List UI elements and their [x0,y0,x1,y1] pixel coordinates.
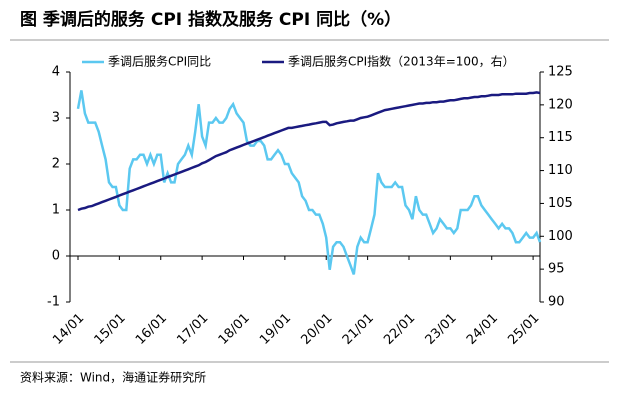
y2-tick-label: 100 [548,229,573,244]
legend-label: 季调后服务CPI同比 [108,54,211,69]
y-tick-label: 2 [52,157,60,172]
y2-tick-label: 90 [548,295,565,310]
y2-tick-label: 120 [548,97,573,112]
x-tick-label: 15/01 [92,311,129,348]
x-tick-label: 21/01 [340,311,377,348]
chart-title: 图 季调后的服务 CPI 指数及服务 CPI 同比（%） [20,9,401,30]
y-tick-label: 4 [52,65,60,80]
y2-tick-label: 105 [548,196,573,211]
x-tick-label: 22/01 [381,311,418,348]
y-tick-label: 1 [52,203,60,218]
y2-tick-label: 95 [548,262,565,277]
x-tick-label: 24/01 [464,311,501,348]
legend-label: 季调后服务CPI指数（2013年=100，右） [288,54,515,69]
x-tick-label: 17/01 [174,311,211,348]
x-tick-label: 16/01 [133,311,170,348]
series-line [76,90,542,275]
x-tick-label: 25/01 [505,311,542,348]
x-tick-label: 18/01 [216,311,253,348]
y2-tick-label: 115 [548,130,573,145]
x-tick-label: 19/01 [257,311,294,348]
x-tick-label: 23/01 [423,311,460,348]
x-tick-label: 20/01 [298,311,335,348]
source: 资料来源：Wind，海通证券研究所 [20,370,206,385]
y-tick-label: 3 [52,111,60,126]
y-tick-label: 0 [52,249,60,264]
y2-tick-label: 110 [548,163,573,178]
y-tick-label: -1 [47,295,60,310]
x-tick-label: 14/01 [50,311,87,348]
series-line [77,91,541,212]
y2-tick-label: 125 [548,65,573,80]
